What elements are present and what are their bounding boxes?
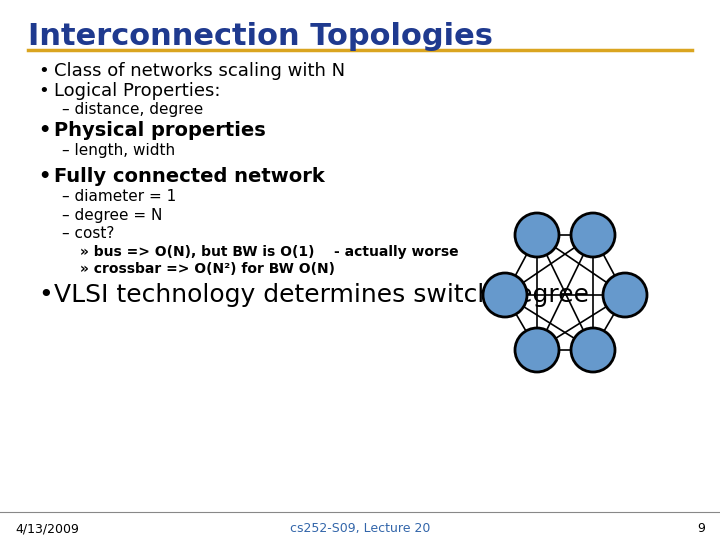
Text: •: • — [38, 62, 49, 80]
Text: – cost?: – cost? — [62, 226, 114, 241]
Text: Class of networks scaling with N: Class of networks scaling with N — [54, 62, 345, 80]
Text: » bus => O(N), but BW is O(1)    - actually worse: » bus => O(N), but BW is O(1) - actually… — [80, 245, 459, 259]
Text: Interconnection Topologies: Interconnection Topologies — [28, 22, 493, 51]
Text: – length, width: – length, width — [62, 143, 175, 158]
Text: – degree = N: – degree = N — [62, 208, 163, 223]
Text: VLSI technology determines switch degree: VLSI technology determines switch degree — [54, 283, 589, 307]
Text: Physical properties: Physical properties — [54, 121, 266, 140]
Text: •: • — [38, 167, 50, 186]
Text: » crossbar => O(N²) for BW O(N): » crossbar => O(N²) for BW O(N) — [80, 262, 335, 276]
Circle shape — [515, 213, 559, 257]
Text: – distance, degree: – distance, degree — [62, 102, 203, 117]
Text: •: • — [38, 283, 53, 307]
Text: •: • — [38, 121, 50, 140]
Text: Logical Properties:: Logical Properties: — [54, 82, 220, 100]
Text: 4/13/2009: 4/13/2009 — [15, 522, 79, 535]
Text: •: • — [38, 82, 49, 100]
Text: Fully connected network: Fully connected network — [54, 167, 325, 186]
Circle shape — [483, 273, 527, 317]
Text: – diameter = 1: – diameter = 1 — [62, 189, 176, 204]
Circle shape — [603, 273, 647, 317]
Circle shape — [571, 328, 615, 372]
Circle shape — [571, 213, 615, 257]
Circle shape — [515, 328, 559, 372]
Text: cs252-S09, Lecture 20: cs252-S09, Lecture 20 — [290, 522, 430, 535]
Text: 9: 9 — [697, 522, 705, 535]
